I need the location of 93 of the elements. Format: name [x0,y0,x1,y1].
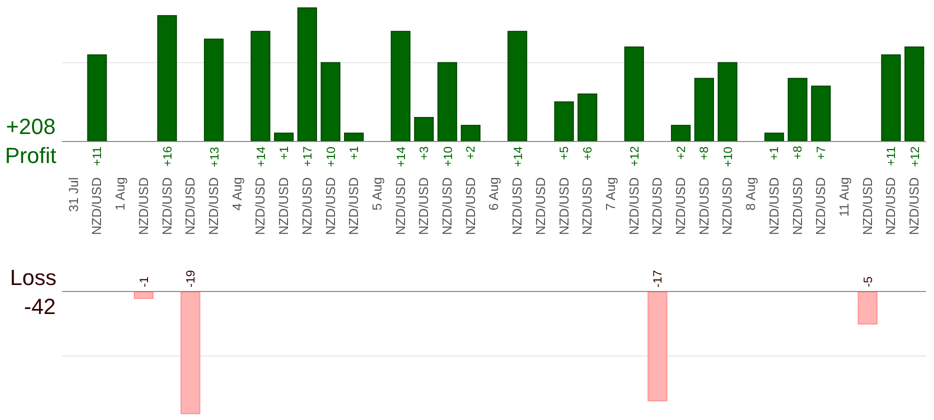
x-tick-label: NZD/USD [883,177,898,235]
x-tick-label: NZD/USD [299,177,314,235]
data-label: +1 [767,146,782,160]
data-label: -17 [650,270,664,288]
bar [508,30,528,141]
bar [718,62,738,141]
bar [250,30,270,141]
x-tick-label: NZD/USD [252,177,268,235]
x-tick-label: NZD/USD [906,177,922,235]
data-label: +14 [394,146,408,168]
x-tick-label: NZD/USD [159,177,174,235]
data-label: -1 [137,276,152,288]
x-tick-label: NZD/USD [556,177,572,235]
data-label: -19 [183,270,198,288]
x-tick-label: NZD/USD [860,177,875,235]
bar [670,124,691,141]
x-tick-label: NZD/USD [673,177,688,235]
data-label: +3 [416,146,431,160]
data-label: +7 [814,146,828,160]
data-label: +10 [324,146,338,168]
x-tick-label: NZD/USD [813,177,828,235]
x-tick-label: 5 Aug [369,177,384,210]
bar [788,78,808,141]
bar [764,132,784,141]
x-tick-label: 7 Aug [602,177,618,210]
x-tick-label: NZD/USD [720,177,735,235]
bar [811,86,831,141]
x-tick-label: NZD/USD [322,177,338,235]
bar [624,46,644,141]
data-label: +10 [721,146,736,168]
data-label: +11 [884,146,898,166]
data-label: +14 [510,146,525,167]
x-tick-label: NZD/USD [462,177,478,235]
x-tick-label: 8 Aug [743,177,758,210]
x-tick-label: NZD/USD [346,177,362,235]
bar [694,78,714,141]
bar [904,46,924,141]
data-label: +8 [790,146,805,160]
data-label: +12 [908,146,922,167]
x-tick-label: NZD/USD [89,177,104,235]
data-label: +10 [440,146,455,167]
text: Profit [5,143,56,168]
bar [274,132,294,141]
data-label: +13 [207,146,222,168]
data-label: +14 [254,146,268,167]
data-label: +11 [90,146,104,166]
x-tick-label: NZD/USD [766,177,782,235]
bar [460,124,480,141]
bar [320,62,340,141]
data-label: +8 [697,146,712,160]
bar [297,7,318,141]
x-tick-label: 4 Aug [229,177,244,210]
x-tick-label: NZD/USD [532,177,548,235]
data-label: +1 [346,146,361,160]
x-tick-label: NZD/USD [626,177,642,235]
bar [554,101,574,141]
text: -42 [24,294,56,319]
x-tick-label: NZD/USD [416,177,432,235]
data-label: +2 [674,146,688,160]
bar [881,54,901,141]
x-tick-label: NZD/USD [136,177,151,235]
data-label: +17 [300,146,315,167]
bar [437,62,458,141]
x-tick-label: NZD/USD [276,177,292,235]
x-tick-label: NZD/USD [790,177,805,235]
x-tick-label: NZD/USD [510,177,525,235]
text: Loss [10,265,56,290]
data-label: +6 [580,146,594,160]
x-tick-label: 1 Aug [112,177,128,210]
x-tick-label: 11 Aug [836,177,852,217]
bar [204,38,224,141]
x-tick-label: NZD/USD [696,177,712,235]
bar [390,30,410,141]
bar [414,117,434,141]
data-label: +1 [276,146,291,160]
x-tick-label: NZD/USD [182,177,198,235]
x-tick-label: 6 Aug [486,177,502,210]
data-label: +16 [160,146,175,167]
x-tick-label: 31 Jul [66,177,81,212]
x-tick-label: NZD/USD [440,177,455,235]
data-label: +2 [464,146,478,160]
x-tick-label: NZD/USD [392,177,408,235]
x-tick-label: NZD/USD [650,177,665,235]
data-label: +12 [628,146,642,167]
bar [578,94,598,141]
data-label: -5 [861,276,876,288]
bar [344,132,364,141]
x-tick-label: NZD/USD [580,177,595,235]
bar [157,15,177,141]
bar [87,54,107,141]
x-tick-label: NZD/USD [206,177,222,235]
data-label: +5 [557,146,572,160]
text: +208 [6,114,56,139]
